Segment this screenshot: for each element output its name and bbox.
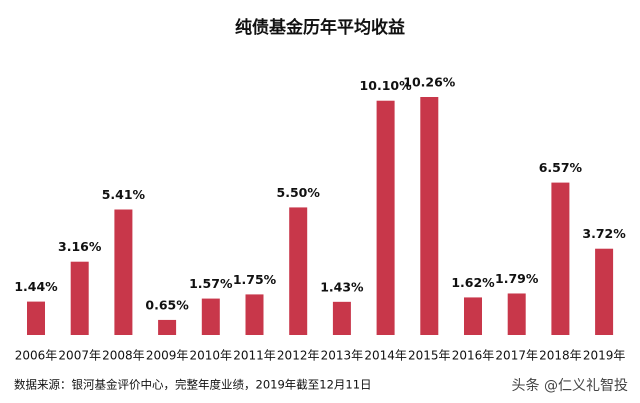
bar	[27, 301, 45, 335]
x-tick-label: 2014年	[364, 349, 407, 363]
bar	[245, 294, 264, 335]
x-tick-label: 2017年	[495, 349, 538, 363]
x-tick-label: 2012年	[277, 349, 320, 363]
bar	[420, 97, 439, 335]
bar	[551, 182, 570, 335]
bar	[332, 301, 351, 335]
value-label: 1.75%	[233, 272, 277, 287]
x-tick-label: 2019年	[583, 349, 626, 363]
bar	[158, 319, 177, 335]
value-label: 1.43%	[320, 279, 364, 294]
value-label: 3.72%	[582, 226, 626, 241]
value-label: 1.57%	[189, 276, 233, 291]
source-note: 数据来源：银河基金评价中心，完整年度业绩，2019年截至12月11日	[14, 378, 372, 392]
x-tick-label: 2018年	[539, 349, 582, 363]
value-label: 1.62%	[451, 275, 495, 290]
chart-title: 纯债基金历年平均收益	[235, 17, 405, 38]
value-label: 1.79%	[495, 271, 539, 286]
x-tick-label: 2016年	[452, 349, 495, 363]
value-label: 0.65%	[145, 297, 189, 312]
value-label: 10.26%	[403, 75, 456, 90]
x-tick-label: 2015年	[408, 349, 451, 363]
value-label: 5.41%	[102, 187, 146, 202]
bar	[595, 248, 614, 335]
value-label: 1.44%	[14, 279, 58, 294]
x-tick-label: 2006年	[15, 349, 58, 363]
bar	[376, 100, 395, 335]
x-tick-label: 2009年	[146, 349, 189, 363]
value-label: 6.57%	[539, 160, 583, 175]
x-tick-label: 2008年	[102, 349, 145, 363]
value-label: 5.50%	[277, 185, 321, 200]
bar	[114, 209, 133, 335]
value-label: 3.16%	[58, 239, 102, 254]
x-tick-label: 2011年	[233, 349, 276, 363]
bar	[70, 261, 89, 335]
bar	[464, 297, 482, 335]
value-label: 10.10%	[360, 78, 413, 93]
bar	[507, 293, 526, 335]
x-tick-label: 2013年	[321, 349, 364, 363]
bar	[289, 207, 308, 335]
bar	[201, 298, 220, 335]
x-tick-label: 2010年	[190, 349, 233, 363]
watermark: 头条 @仁义礼智投	[512, 377, 628, 394]
x-tick-label: 2007年	[58, 349, 101, 363]
